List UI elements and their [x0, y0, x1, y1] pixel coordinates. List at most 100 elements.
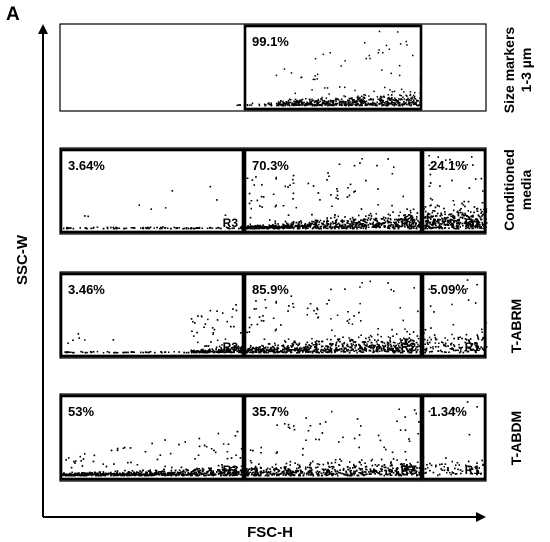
event-dot [278, 227, 280, 229]
event-dot [295, 221, 298, 224]
event-dot [438, 223, 441, 225]
event-dot [359, 302, 361, 305]
event-dot [473, 220, 475, 223]
event-dot [261, 227, 263, 230]
event-dot [116, 352, 118, 354]
event-dot [435, 227, 437, 229]
event-dot [329, 343, 331, 345]
event-dot [392, 99, 394, 101]
event-dot [397, 218, 400, 221]
event-dot [408, 104, 411, 106]
event-dot [301, 102, 304, 104]
event-dot [261, 206, 263, 208]
event-dot [84, 227, 86, 229]
event-dot [265, 226, 268, 228]
event-dot [435, 224, 437, 227]
event-dot [281, 349, 283, 352]
event-dot [383, 219, 386, 221]
event-dot [375, 217, 377, 220]
event-dot [370, 104, 372, 106]
event-dot [256, 199, 259, 202]
event-dot [436, 204, 439, 207]
event-dot [183, 227, 185, 230]
event-dot [465, 227, 467, 230]
event-dot [282, 205, 285, 207]
event-dot [451, 226, 453, 229]
event-dot [330, 227, 333, 230]
event-dot [343, 341, 346, 344]
event-dot [343, 102, 345, 104]
event-dot [252, 228, 255, 230]
event-dot [438, 224, 441, 227]
event-dot [416, 216, 418, 218]
event-dot [296, 99, 298, 102]
event-dot [323, 101, 326, 104]
event-dot [275, 224, 277, 227]
event-dot [401, 104, 404, 107]
event-dot [280, 104, 282, 107]
panel-letter: A [6, 4, 20, 25]
event-dot [449, 348, 452, 350]
event-dot [387, 336, 390, 338]
event-dot [382, 216, 385, 219]
event-dot [312, 185, 315, 187]
event-dot [377, 188, 379, 190]
event-dot [334, 351, 336, 354]
event-dot [409, 101, 411, 104]
event-dot [270, 103, 272, 105]
event-dot [379, 97, 382, 99]
event-dot [314, 101, 317, 103]
event-dot [471, 219, 474, 221]
event-dot [481, 339, 483, 341]
event-dot [287, 186, 289, 188]
event-dot [477, 210, 479, 212]
event-dot [415, 104, 418, 106]
event-dot [310, 345, 313, 347]
event-dot [476, 207, 479, 210]
event-dot [248, 202, 251, 205]
event-dot [471, 227, 473, 230]
event-dot [345, 227, 348, 230]
event-dot [479, 224, 481, 226]
event-dot [429, 223, 432, 225]
event-dot [485, 222, 488, 224]
event-dot [462, 217, 464, 219]
event-dot [357, 226, 360, 228]
event-dot [391, 226, 394, 229]
event-dot [354, 349, 357, 352]
event-dot [335, 104, 338, 106]
event-dot [367, 102, 369, 104]
event-dot [327, 227, 329, 230]
gate-name: R1 [465, 216, 481, 230]
event-dot [449, 224, 452, 226]
event-dot [380, 335, 382, 338]
event-dot [371, 344, 373, 346]
event-dot [310, 102, 312, 104]
event-dot [425, 225, 428, 228]
event-dot [406, 220, 408, 222]
event-dot [320, 350, 322, 352]
event-dot [360, 208, 363, 210]
event-dot [348, 337, 350, 339]
event-dot [384, 86, 386, 89]
event-dot [282, 351, 285, 354]
event-dot [410, 227, 412, 229]
event-dot [451, 225, 453, 227]
event-dot [476, 227, 479, 229]
event-dot [458, 351, 461, 354]
event-dot [468, 224, 470, 226]
event-dot [358, 214, 360, 217]
event-dot [192, 350, 194, 352]
event-dot [405, 102, 407, 104]
event-dot [438, 218, 440, 221]
event-dot [355, 101, 358, 104]
event-dot [140, 351, 142, 354]
event-dot [429, 221, 432, 224]
event-dot [458, 343, 460, 346]
event-dot [353, 164, 356, 167]
event-dot [316, 221, 318, 223]
event-dot [457, 226, 459, 228]
event-dot [442, 222, 444, 224]
event-dot [408, 100, 410, 102]
